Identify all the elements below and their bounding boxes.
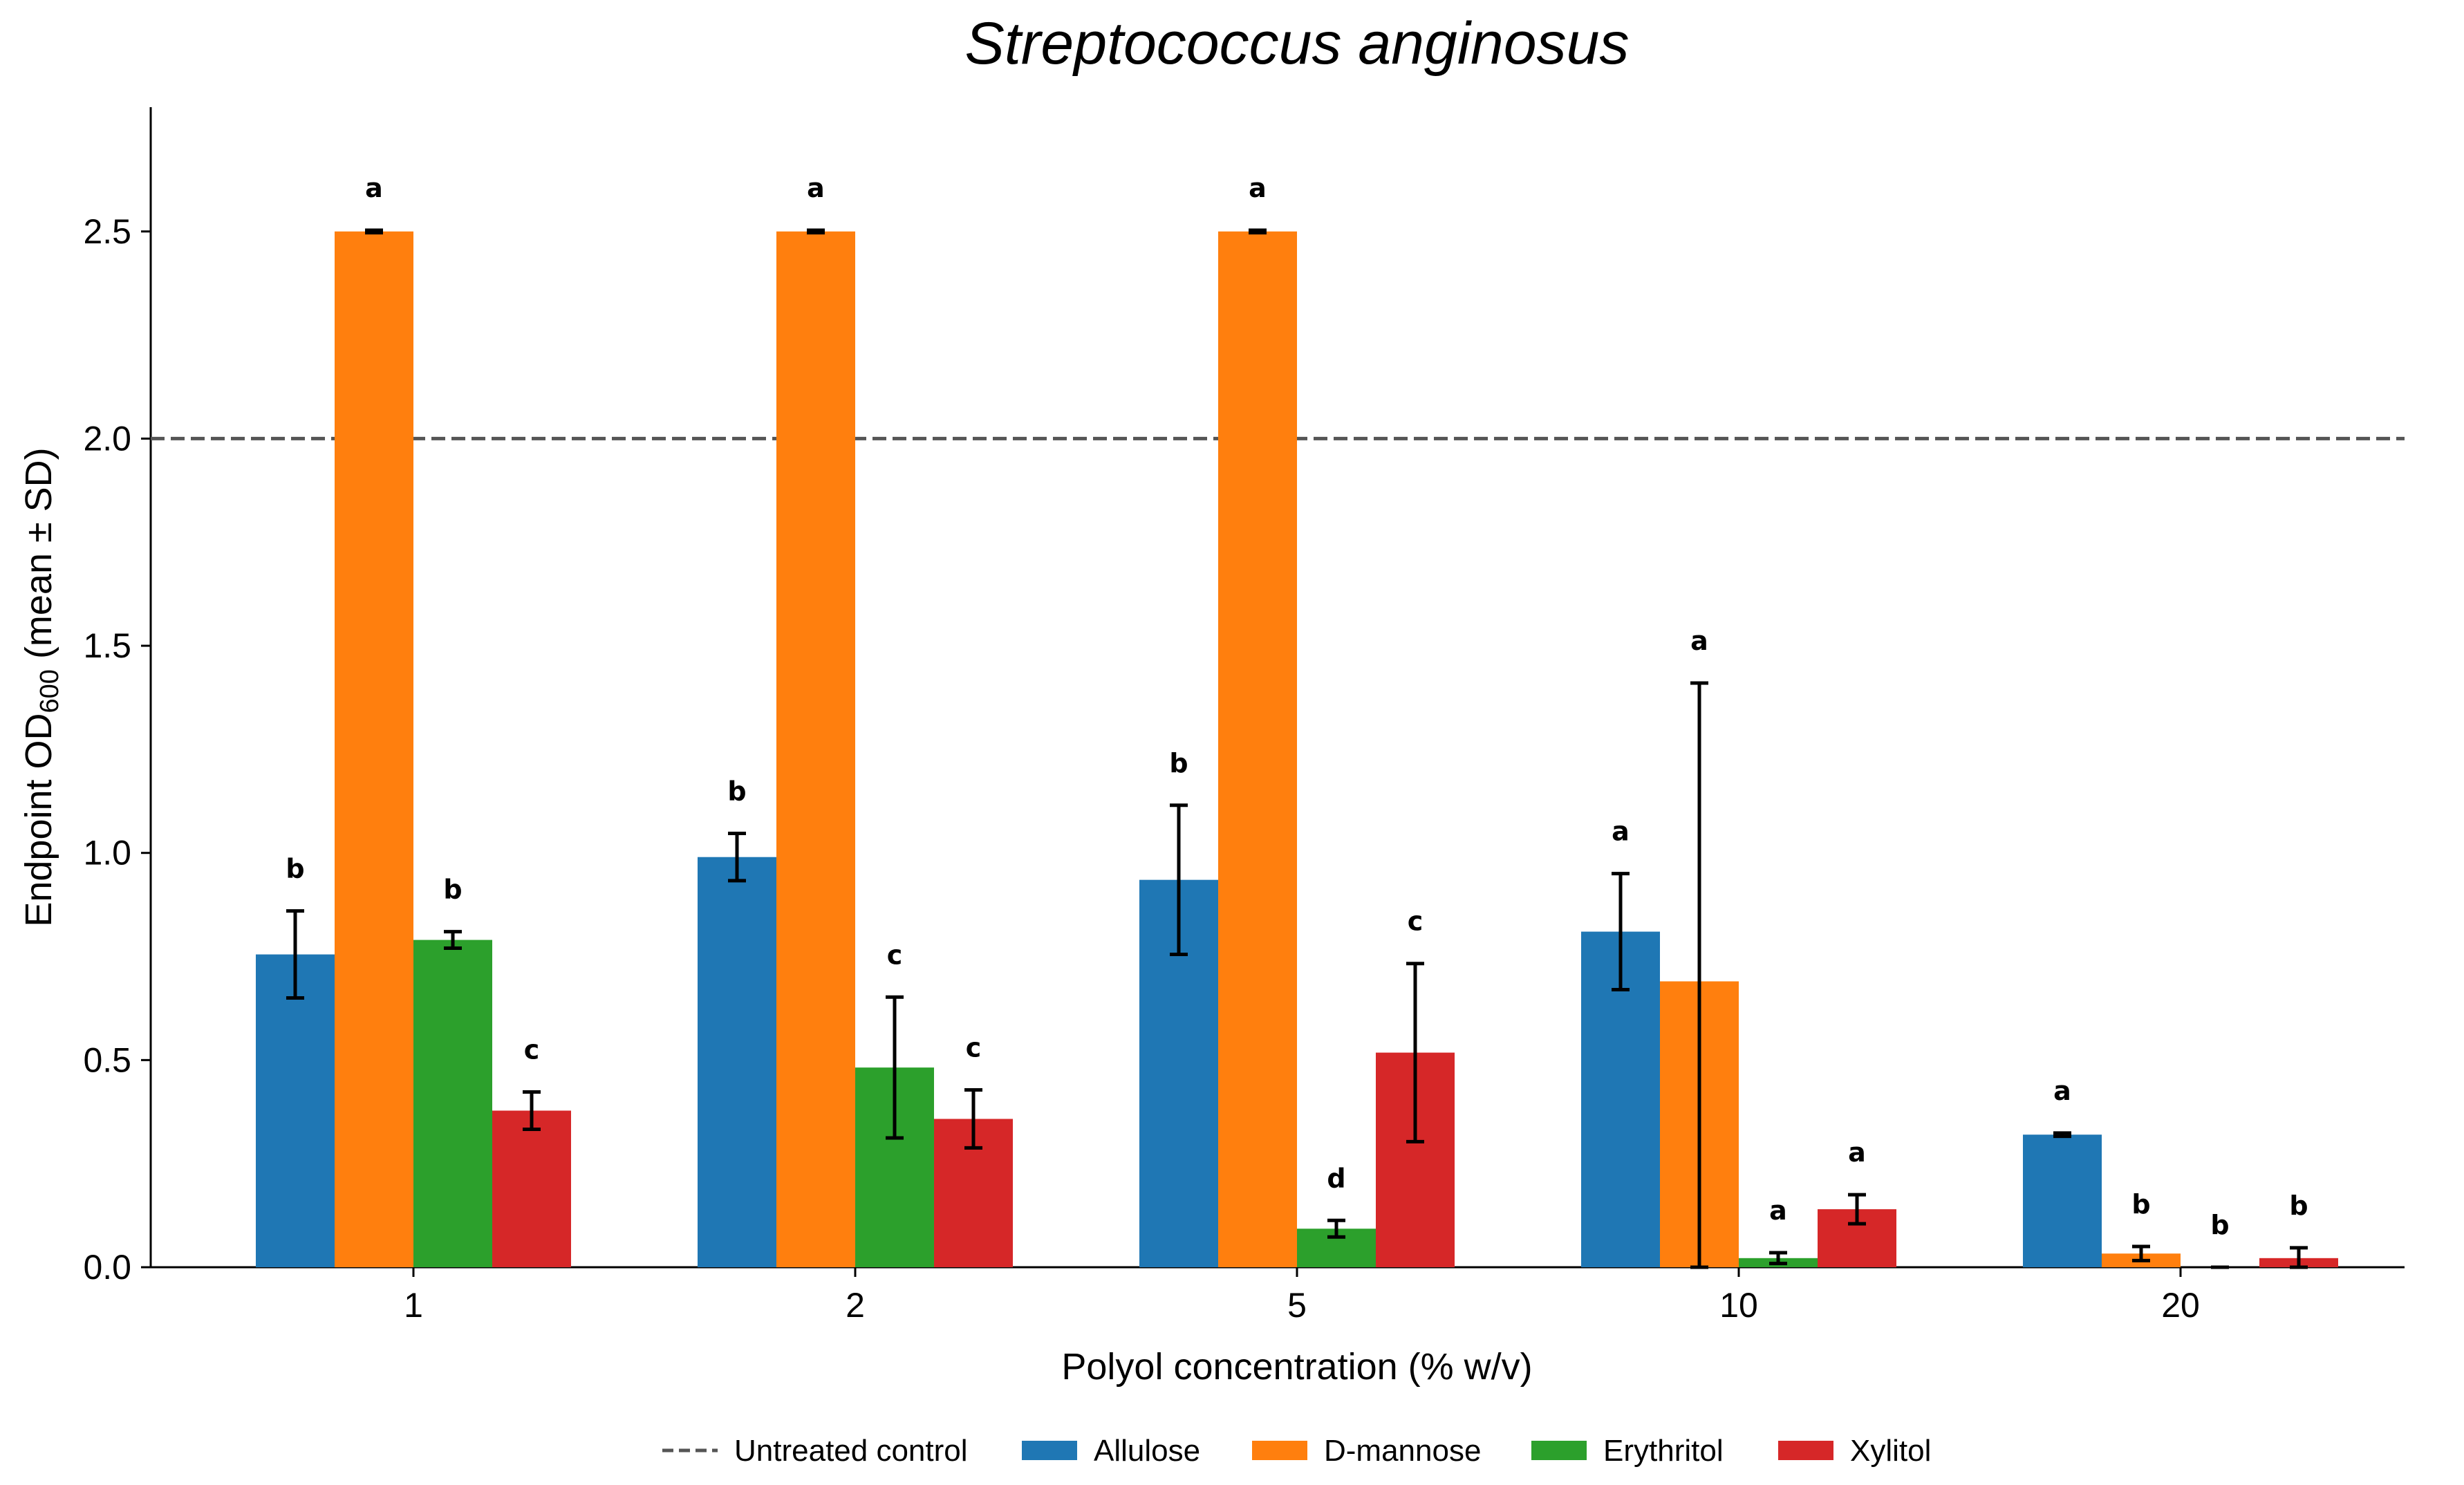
legend-marker-allulose [1022, 1441, 1077, 1460]
significance-label: a [1848, 1137, 1866, 1168]
x-tick-label: 5 [1287, 1286, 1307, 1325]
legend-label-d-mannose: D-mannose [1324, 1434, 1481, 1468]
legend-label-allulose: Allulose [1094, 1434, 1200, 1468]
legend-marker-d-mannose [1252, 1441, 1307, 1460]
legend-label-untreated-control: Untreated control [734, 1434, 968, 1468]
y-tick-label: 0.0 [83, 1248, 131, 1287]
significance-label: b [286, 854, 304, 884]
significance-label: c [1408, 906, 1424, 937]
significance-label: a [807, 173, 825, 203]
significance-label: b [2210, 1210, 2229, 1240]
y-axis-label: Endpoint OD600 (mean ± SD) [18, 447, 64, 926]
y-axis-label-tail: (mean ± SD) [18, 447, 59, 669]
bar-d-mannose-1 [335, 231, 413, 1268]
legend-label-xylitol: Xylitol [1850, 1434, 1931, 1468]
x-tick-label: 20 [2161, 1286, 2200, 1325]
significance-label: d [1327, 1163, 1345, 1193]
significance-label: a [1249, 173, 1267, 203]
y-tick-label: 1.0 [83, 834, 131, 872]
y-axis-label-subscript: 600 [35, 669, 64, 713]
x-axis-label: Polyol concentration (% w/v) [1061, 1346, 1532, 1388]
legend-marker-xylitol [1778, 1441, 1833, 1460]
x-tick-label: 1 [404, 1286, 423, 1325]
x-tick-label: 2 [846, 1286, 865, 1325]
bar-allulose-1 [256, 954, 335, 1267]
legend-marker-erythritol [1531, 1441, 1587, 1460]
significance-label: b [1169, 748, 1188, 778]
significance-label: b [443, 875, 462, 905]
y-tick-label: 2.5 [83, 212, 131, 251]
significance-label: a [1690, 626, 1708, 656]
significance-label: c [966, 1033, 982, 1063]
y-tick-label: 2.0 [83, 419, 131, 458]
significance-label: a [1769, 1195, 1787, 1226]
significance-label: a [1612, 816, 1630, 847]
bar-d-mannose-5 [1218, 231, 1297, 1268]
chart-title: Streptococcus anginosus [965, 10, 1630, 77]
y-axis-label-main: Endpoint OD [18, 713, 59, 926]
significance-label: b [2131, 1189, 2150, 1220]
bar-d-mannose-2 [776, 231, 855, 1268]
significance-label: a [365, 173, 383, 203]
y-tick-label: 0.5 [83, 1040, 131, 1079]
x-tick-label: 10 [1719, 1286, 1758, 1325]
y-tick-label: 1.5 [83, 626, 131, 665]
significance-label: a [2053, 1076, 2071, 1106]
bar-erythritol-1 [413, 940, 492, 1267]
bar-allulose-20 [2023, 1134, 2102, 1267]
legend-label-erythritol: Erythritol [1603, 1434, 1724, 1468]
bar-allulose-2 [698, 857, 776, 1267]
significance-label: b [727, 776, 746, 807]
significance-label: c [524, 1035, 540, 1065]
significance-label: b [2289, 1190, 2308, 1221]
significance-label: c [887, 940, 903, 970]
bar-xylitol-1 [492, 1110, 571, 1267]
